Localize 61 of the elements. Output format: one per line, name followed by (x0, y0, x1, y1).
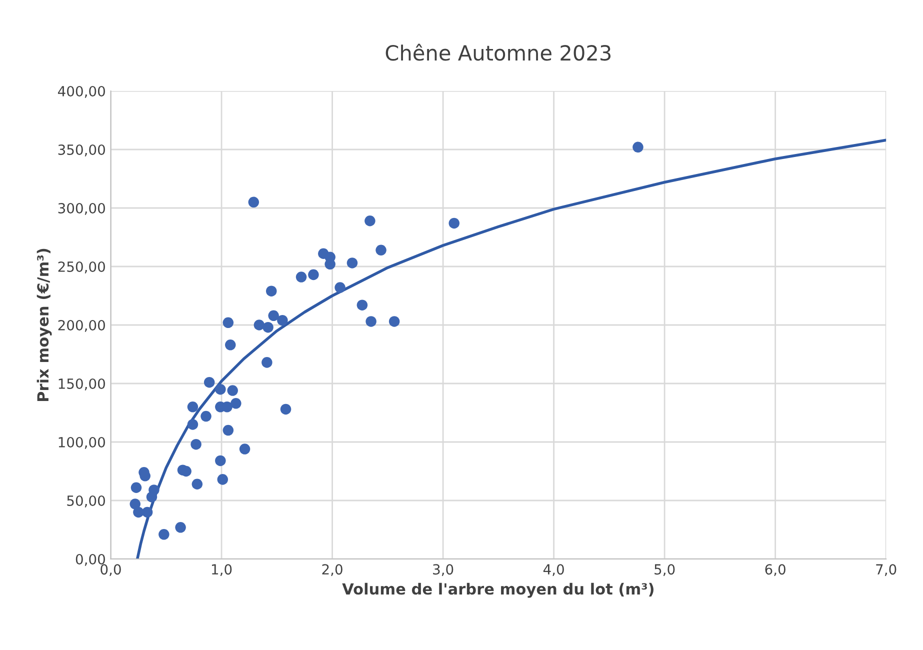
y-axis-title: Prix moyen (€/m³) (36, 248, 52, 402)
point (296, 272, 307, 282)
point (308, 269, 319, 280)
point (364, 215, 376, 226)
point (376, 244, 386, 256)
point (248, 196, 260, 208)
x-tick-label: 3,0 (433, 564, 454, 576)
y-tick-label: 350,00 (58, 144, 105, 156)
point (277, 314, 288, 326)
point (346, 258, 358, 268)
point (222, 317, 234, 328)
y-tick-label: 50,00 (67, 495, 105, 508)
point (158, 529, 170, 540)
point (146, 492, 158, 502)
y-tick-label: 250,00 (58, 261, 105, 274)
point (632, 142, 644, 153)
point (262, 322, 274, 333)
point (356, 300, 368, 310)
point (239, 444, 250, 454)
point (130, 482, 142, 494)
point (227, 385, 238, 396)
point (187, 402, 198, 412)
x-axis-title: Volume de l'arbre moyen du lot (m³) (342, 582, 654, 598)
x-tick-label: 6,0 (765, 564, 786, 576)
y-tick-label: 200,00 (58, 320, 105, 332)
line-series (136, 138, 886, 559)
y-tick-label: 100,00 (58, 436, 105, 449)
chart-title: Chêne Automne 2023 (386, 44, 611, 61)
point (448, 218, 460, 229)
point (215, 384, 226, 395)
point (280, 404, 292, 415)
point (334, 282, 346, 293)
point (266, 286, 277, 296)
y-tick-label: 150,00 (58, 378, 105, 390)
point (217, 474, 228, 485)
point (366, 316, 376, 327)
point (388, 316, 400, 327)
point (262, 357, 272, 368)
point (187, 419, 198, 430)
y-tick-label: 300,00 (58, 202, 105, 215)
y-tick-label: 0,00 (76, 554, 105, 566)
point (268, 310, 279, 322)
point (204, 376, 215, 388)
x-tick-label: 4,0 (543, 564, 564, 576)
point (230, 398, 242, 409)
point (192, 478, 203, 490)
x-tick-label: 5,0 (654, 564, 675, 576)
point (142, 506, 153, 518)
point (140, 470, 150, 482)
x-tick-label: 0,0 (100, 564, 121, 576)
point (200, 410, 212, 422)
point (175, 522, 186, 533)
point (225, 340, 236, 350)
point (215, 455, 226, 466)
point (254, 320, 265, 330)
x-tick-label: 2,0 (322, 564, 342, 576)
y-tick-label: 400,00 (58, 86, 105, 98)
point (190, 438, 202, 450)
x-tick-label: 1,0 (212, 564, 232, 576)
point (222, 424, 234, 436)
x-tick-label: 7,0 (876, 564, 896, 576)
